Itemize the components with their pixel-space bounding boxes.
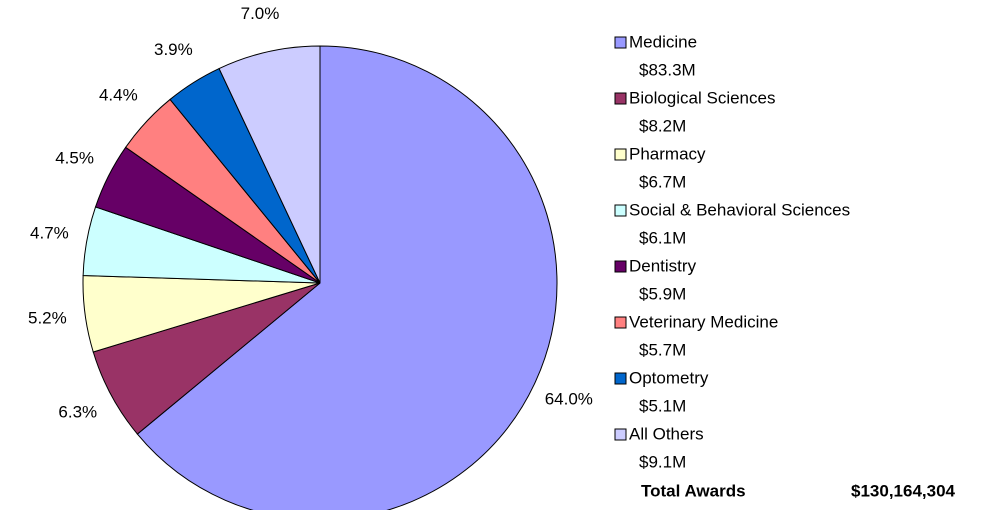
legend-swatch — [614, 148, 627, 161]
legend-swatch — [614, 92, 627, 105]
total-label: Total Awards — [641, 481, 746, 500]
pie-slice — [136, 45, 558, 510]
legend-amount: $6.1M — [639, 228, 686, 247]
legend-label: Dentistry — [629, 256, 697, 275]
legend-label: Pharmacy — [629, 144, 706, 163]
value-label: 7.0% — [241, 4, 280, 23]
legend-amount: $83.3M — [639, 60, 696, 79]
legend-amount: $5.1M — [639, 396, 686, 415]
legend-amount: $8.2M — [639, 116, 686, 135]
legend-swatch — [614, 260, 627, 273]
legend-amount: $6.7M — [639, 172, 686, 191]
value-label: 5.2% — [28, 309, 67, 328]
value-label: 4.4% — [99, 85, 138, 104]
legend-swatch — [614, 372, 627, 385]
total-value: $130,164,304 — [851, 481, 956, 500]
legend-label: All Others — [629, 424, 704, 443]
legend-amount: $9.1M — [639, 452, 686, 471]
legend-label: Social & Behavioral Sciences — [629, 200, 850, 219]
value-label: 6.3% — [58, 403, 97, 422]
pie-slice — [218, 45, 321, 284]
value-label: 3.9% — [154, 40, 193, 59]
legend-label: Biological Sciences — [629, 88, 775, 107]
value-label: 4.5% — [55, 148, 94, 167]
legend-swatch — [614, 36, 627, 49]
legend-swatch — [614, 428, 627, 441]
legend-amount: $5.7M — [639, 340, 686, 359]
value-label: 64.0% — [545, 390, 593, 409]
value-label: 4.7% — [30, 224, 69, 243]
legend-swatch — [614, 204, 627, 217]
legend-swatch — [614, 316, 627, 329]
legend-amount: $5.9M — [639, 284, 686, 303]
legend-label: Veterinary Medicine — [629, 312, 778, 331]
legend-label: Optometry — [629, 368, 709, 387]
legend-label: Medicine — [629, 32, 697, 51]
